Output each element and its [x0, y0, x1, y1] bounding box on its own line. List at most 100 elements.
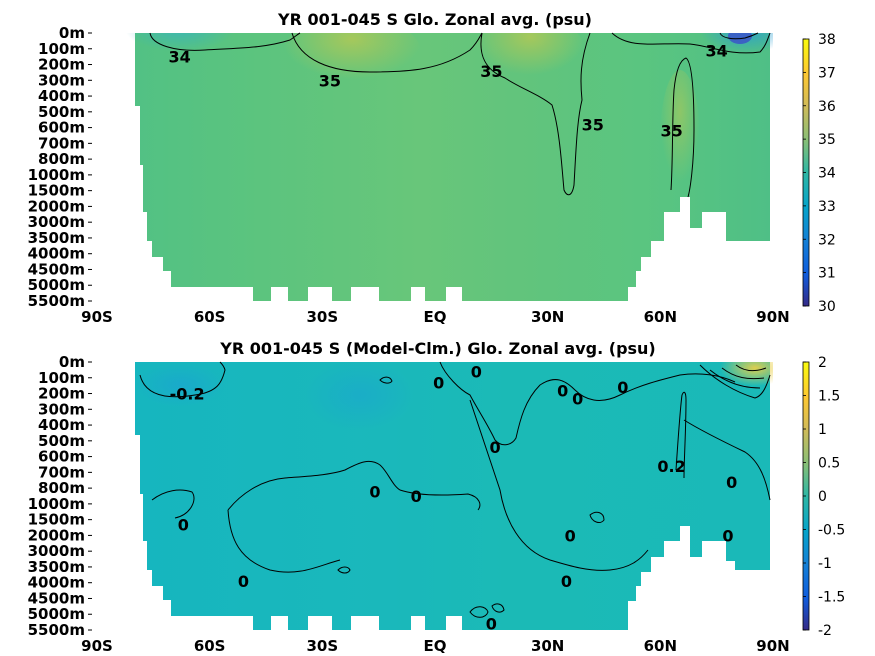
top-y-axis: 0m100m200m300m400m500m600m700m800m1000m1…: [28, 24, 92, 310]
colorbar-tick-label: 0: [818, 489, 827, 505]
x-tick-label: EQ: [424, 637, 447, 655]
y-tick-label: 4500m: [28, 260, 85, 278]
contour-label: 0: [726, 473, 737, 492]
y-tick-label: 1500m: [28, 511, 85, 529]
contour-label: 0: [486, 615, 497, 634]
y-tick-label: 4000m: [28, 245, 85, 263]
y-tick-label: 100m: [38, 369, 85, 387]
colorbar-tick-label: 37: [818, 65, 836, 81]
colorbar-tick-label: 2: [818, 355, 827, 371]
contour-label: 0: [471, 362, 482, 381]
bottom-colorbar-ticks: 2 1.5 1 0.5 0 -0.5 -1 -1.5 -2: [803, 355, 845, 639]
bottom-y-axis: 0m100m200m300m400m500m600m700m800m1000m1…: [28, 353, 92, 639]
colorbar-tick-label: 30: [818, 299, 836, 315]
x-tick-label: 60S: [194, 308, 226, 326]
y-tick-label: 4500m: [28, 589, 85, 607]
y-tick-label: 0m: [59, 353, 85, 371]
contour-label: 0: [238, 572, 249, 591]
y-tick-label: 800m: [38, 150, 85, 168]
y-tick-label: 300m: [38, 71, 85, 89]
contour-label: 0: [572, 389, 583, 408]
y-tick-label: 3000m: [28, 213, 85, 231]
bottom-panel: YR 001-045 S (Model-Clm.) Glo. Zonal avg…: [28, 339, 846, 655]
x-tick-label: 30S: [306, 637, 338, 655]
x-tick-label: 90S: [81, 308, 113, 326]
y-tick-label: 5000m: [28, 605, 85, 623]
colorbar-tick-label: 38: [818, 32, 836, 48]
y-tick-label: 1500m: [28, 182, 85, 200]
colorbar-tick-label: 31: [818, 266, 836, 282]
y-tick-label: 1000m: [28, 166, 85, 184]
top-contours: [149, 32, 771, 198]
y-tick-label: 400m: [38, 416, 85, 434]
top-colorbar-ticks: 30 31 32 33 34 35 36 37 38: [803, 32, 836, 315]
contour-label: 0: [557, 381, 568, 400]
contour-label: 0: [617, 378, 628, 397]
colorbar-tick-label: -0.5: [818, 523, 845, 539]
colorbar-tick-label: 1: [818, 422, 827, 438]
colorbar-tick-label: 35: [818, 132, 836, 148]
x-tick-label: 90N: [756, 637, 789, 655]
colorbar-tick-label: 0.5: [818, 456, 840, 472]
bottom-chart-title: YR 001-045 S (Model-Clm.) Glo. Zonal avg…: [219, 339, 656, 358]
x-tick-label: 90S: [81, 637, 113, 655]
y-tick-label: 2000m: [28, 197, 85, 215]
contour-label: 34: [706, 41, 728, 60]
top-ocean-field: [135, 33, 770, 301]
contour-label: 0: [411, 487, 422, 506]
contour-label: 0: [565, 526, 576, 545]
colorbar-tick-label: 33: [818, 199, 836, 215]
contour-label: 0: [722, 526, 733, 545]
y-tick-label: 0m: [59, 24, 85, 42]
contour-label: 34: [168, 48, 190, 67]
bottom-ocean-field: [135, 362, 770, 630]
contour-label: 0.2: [657, 457, 685, 476]
x-tick-label: 30N: [531, 637, 564, 655]
y-tick-label: 3500m: [28, 229, 85, 247]
y-tick-label: 5000m: [28, 276, 85, 294]
y-tick-label: 600m: [38, 119, 85, 137]
contour-label: 35: [660, 122, 682, 141]
colorbar-tick-label: 32: [818, 232, 836, 248]
x-tick-label: EQ: [424, 308, 447, 326]
contour-label: 0: [178, 515, 189, 534]
x-tick-label: 60N: [644, 637, 677, 655]
x-tick-label: 30S: [306, 308, 338, 326]
colorbar-tick-label: -2: [818, 623, 832, 639]
contour-label: 35: [480, 62, 502, 81]
y-tick-label: 1000m: [28, 495, 85, 513]
y-tick-label: 200m: [38, 56, 85, 74]
y-tick-label: 600m: [38, 448, 85, 466]
y-tick-label: 200m: [38, 385, 85, 403]
x-tick-label: 60S: [194, 637, 226, 655]
y-tick-label: 400m: [38, 87, 85, 105]
contour-label: 35: [582, 115, 604, 134]
bottom-x-axis: 90S 60S 30S EQ 30N 60N 90N: [81, 637, 790, 655]
top-x-axis: 90S 60S 30S EQ 30N 60N 90N: [81, 308, 790, 326]
y-tick-label: 4000m: [28, 574, 85, 592]
contour-label: 35: [319, 71, 341, 90]
y-tick-label: 5500m: [28, 621, 85, 639]
y-tick-label: 2000m: [28, 526, 85, 544]
y-tick-label: 3000m: [28, 542, 85, 560]
y-tick-label: 5500m: [28, 292, 85, 310]
y-tick-label: 100m: [38, 40, 85, 58]
contour-label: 0: [561, 572, 572, 591]
y-tick-label: 500m: [38, 103, 85, 121]
colorbar-tick-label: -1.5: [818, 590, 845, 606]
y-tick-label: 700m: [38, 463, 85, 481]
x-tick-label: 90N: [756, 308, 789, 326]
colorbar-tick-label: 1.5: [818, 389, 840, 405]
y-tick-label: 700m: [38, 134, 85, 152]
y-tick-label: 3500m: [28, 558, 85, 576]
x-tick-label: 60N: [644, 308, 677, 326]
colorbar-tick-label: 36: [818, 99, 836, 115]
colorbar-tick-label: 34: [818, 166, 836, 182]
contour-label: 0: [369, 482, 380, 501]
y-tick-label: 300m: [38, 400, 85, 418]
bottom-contours: [139, 361, 771, 618]
colorbar-tick-label: -1: [818, 556, 832, 572]
